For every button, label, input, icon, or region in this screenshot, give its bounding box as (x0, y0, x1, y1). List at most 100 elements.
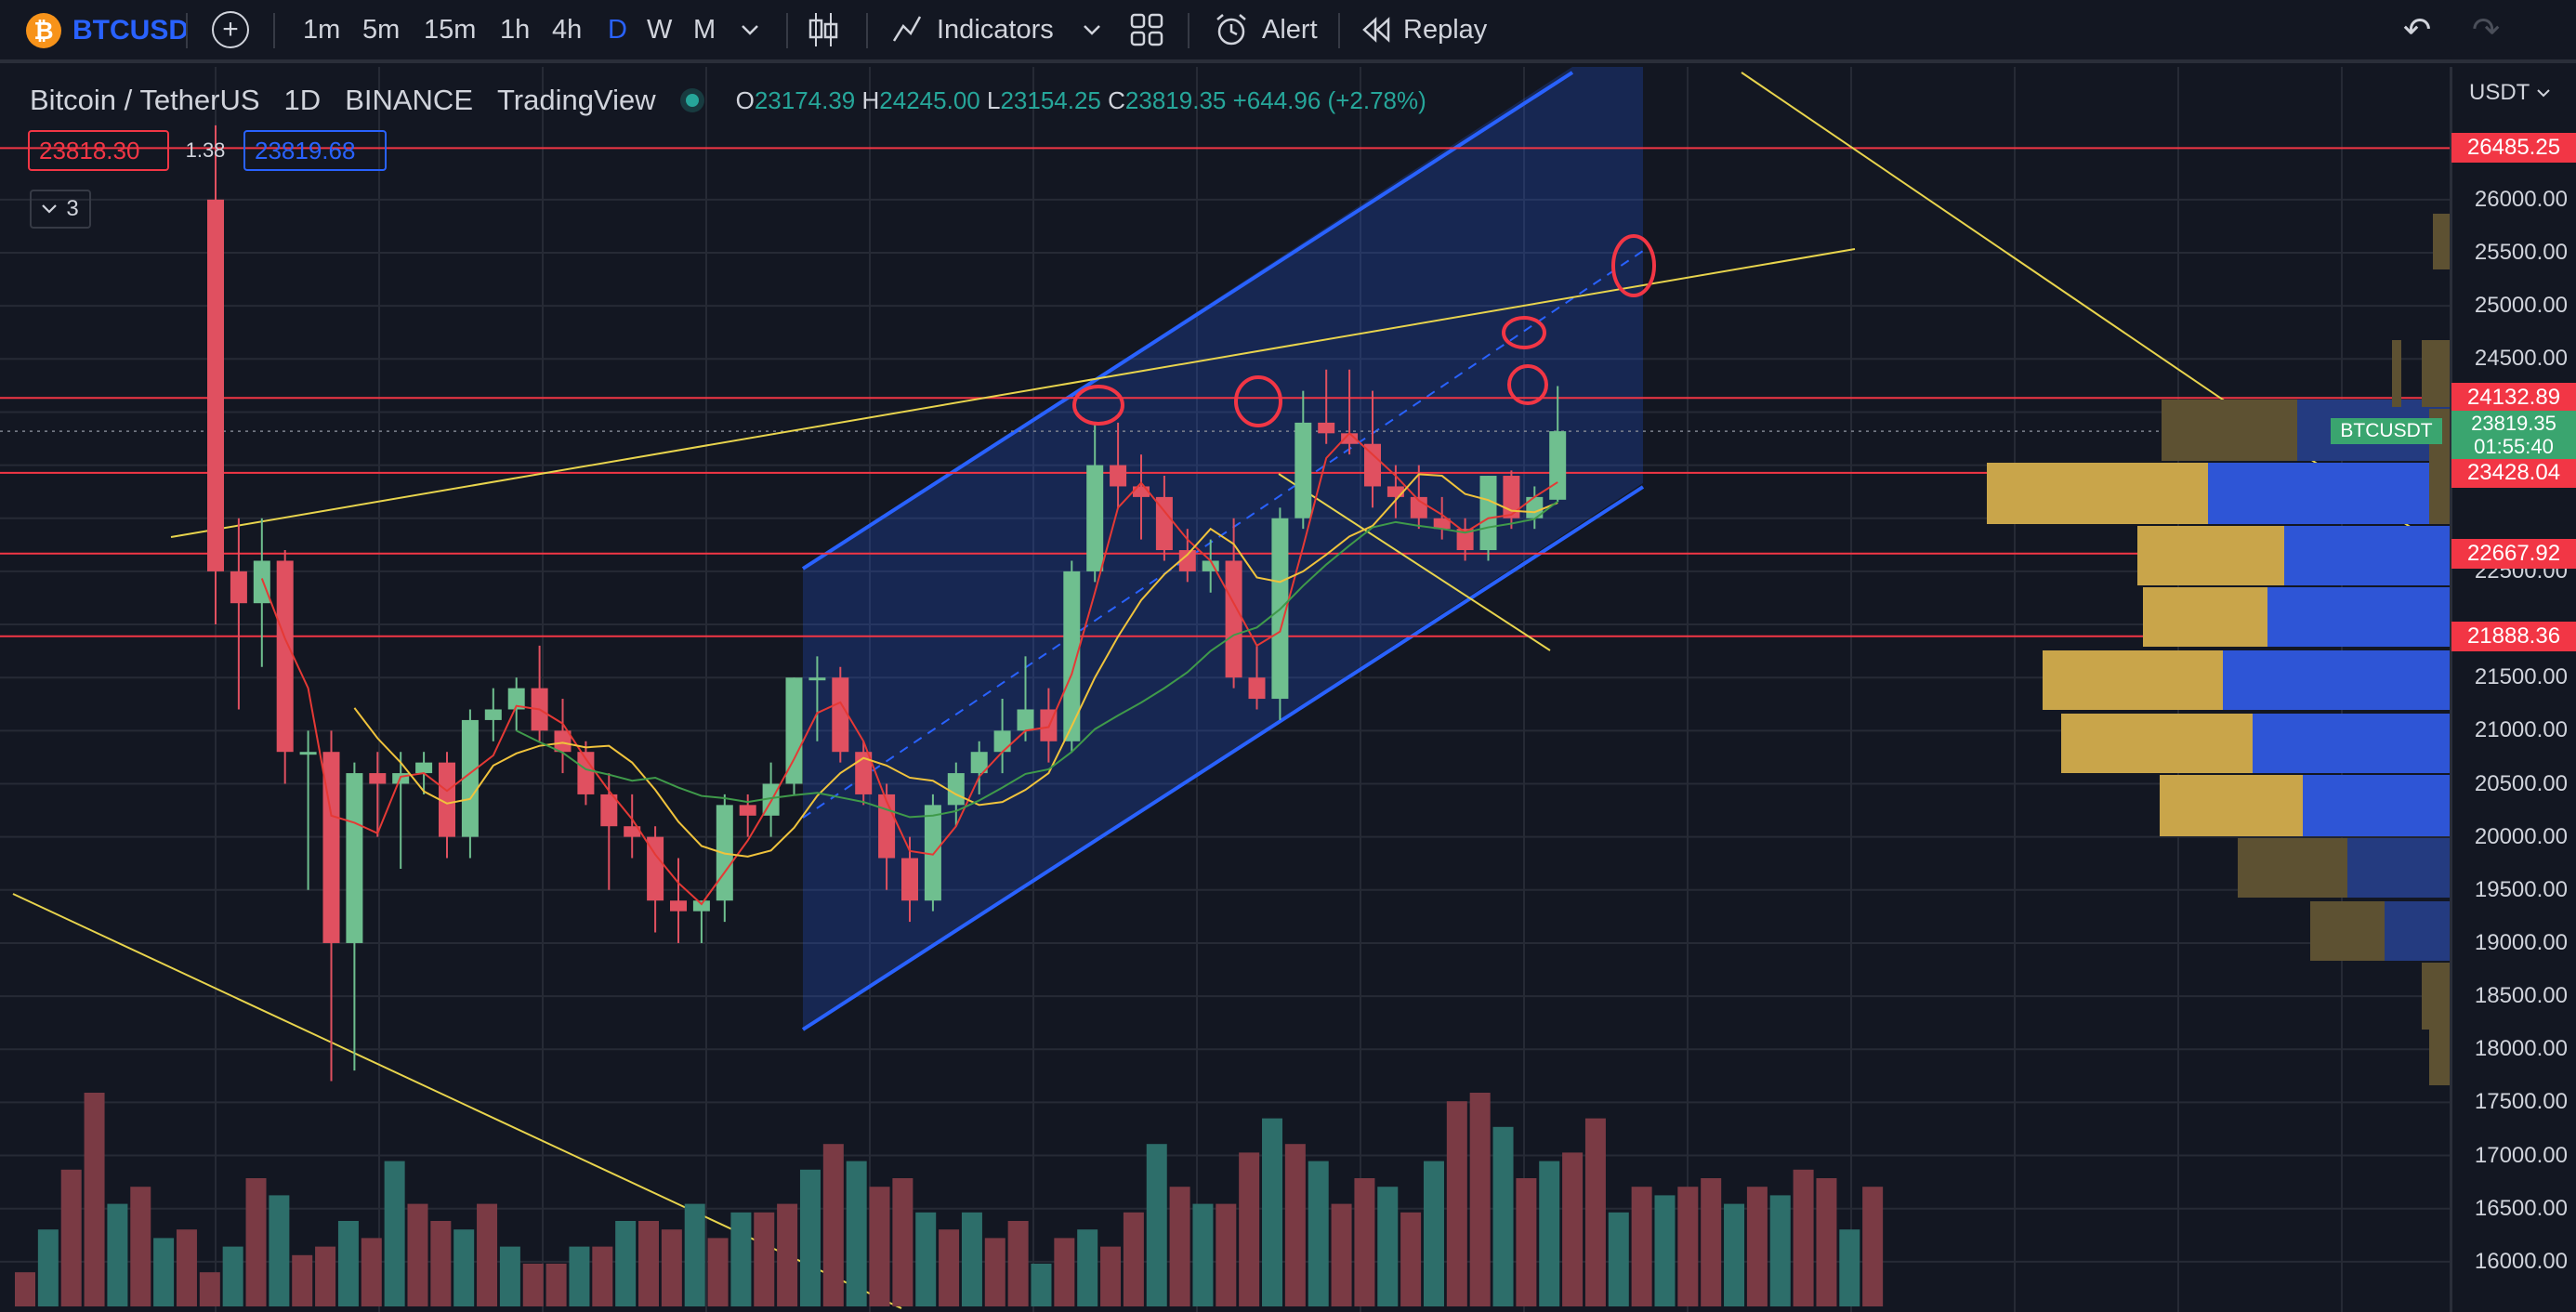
volume-bar (245, 1178, 267, 1306)
candle-body (901, 858, 918, 901)
interval-w[interactable]: W (647, 14, 673, 45)
divider (1188, 13, 1189, 48)
level-price-tag: 26485.25 (2451, 133, 2576, 164)
legend-high: 24245.00 (879, 85, 980, 114)
candle-body (1178, 550, 1196, 571)
volume-bar (915, 1212, 937, 1306)
candle-body (276, 560, 294, 753)
interval-d[interactable]: D (608, 14, 627, 45)
moving-average-slow (353, 473, 1558, 858)
layouts-button[interactable] (1130, 0, 1163, 59)
volume-profile-bar (2422, 340, 2450, 407)
volume-bar (1469, 1093, 1491, 1306)
interval-1h[interactable]: 1h (500, 14, 531, 45)
candle-body (600, 794, 618, 827)
volume-bar (684, 1203, 705, 1306)
volume-bar (1239, 1152, 1260, 1306)
price-tick: 19500.00 (2474, 876, 2568, 902)
volume-profile-bar (2385, 901, 2450, 961)
price-tick: 17000.00 (2474, 1142, 2568, 1168)
price-axis[interactable]: USDT 26000.00 25500.00 25000.00 24500.00 225… (2450, 67, 2576, 1312)
sell-price-button[interactable]: 23818.30 (28, 130, 169, 171)
symbol-search[interactable]: ₿ BTCUSD (26, 13, 189, 48)
annotation-circle (1611, 234, 1656, 297)
candle-body (230, 571, 247, 604)
volume-bar (1724, 1203, 1745, 1306)
volume-profile-bar (2433, 214, 2450, 269)
volume-bar (407, 1203, 428, 1306)
candle-body (1295, 422, 1312, 518)
volume-bar (961, 1212, 982, 1306)
level-price-tag: 21888.36 (2451, 621, 2576, 651)
volume-bar (361, 1238, 382, 1306)
candle-body (1110, 465, 1127, 487)
volume-bar (1054, 1238, 1075, 1306)
interval-dropdown[interactable] (740, 0, 760, 59)
volume-bar (499, 1246, 520, 1306)
volume-profile-bar (2162, 400, 2297, 461)
volume-bar (1400, 1212, 1422, 1306)
redo-button[interactable]: ↷ (2472, 0, 2500, 59)
collapse-indicators-button[interactable]: 3 (30, 190, 91, 229)
candle-body (299, 752, 317, 755)
candle-body (1017, 709, 1034, 731)
volume-profile-bar (2422, 963, 2450, 1030)
replay-button[interactable]: Replay (1360, 0, 1487, 59)
candle-body (439, 762, 455, 837)
interval-15m[interactable]: 15m (424, 14, 477, 45)
volume-bar (822, 1144, 844, 1306)
volume-bar (107, 1203, 128, 1306)
interval-5m[interactable]: 5m (362, 14, 401, 45)
volume-bar (707, 1238, 729, 1306)
indicators-dropdown[interactable] (1082, 0, 1102, 59)
undo-button[interactable]: ↶ (2403, 0, 2431, 59)
level-price-tag: 22667.92 (2451, 538, 2576, 569)
volume-profile-bar (2137, 526, 2284, 585)
volume-bar (269, 1195, 290, 1306)
chevron-down-icon (1084, 25, 1100, 35)
price-tick: 16000.00 (2474, 1248, 2568, 1274)
interval-1m[interactable]: 1m (303, 14, 341, 45)
volume-bar (1608, 1212, 1629, 1306)
currency-selector[interactable]: USDT (2469, 80, 2551, 106)
indicators-button[interactable]: Indicators (890, 0, 1054, 59)
divider (786, 13, 788, 48)
candle-body (947, 773, 965, 806)
alert-button[interactable]: Alert (1214, 0, 1318, 59)
volume-bar (892, 1178, 913, 1306)
candle-body (855, 752, 873, 794)
buy-price-button[interactable]: 23819.68 (243, 130, 387, 171)
annotation-circle (1502, 316, 1546, 349)
interval-m[interactable]: M (693, 14, 716, 45)
volume-bar (799, 1169, 821, 1306)
plus-circle-icon: + (212, 11, 249, 48)
volume-bar (222, 1246, 243, 1306)
chart-type-button[interactable] (807, 0, 840, 59)
volume-profile-bar (2238, 838, 2347, 898)
price-tick: 21000.00 (2474, 717, 2568, 743)
volume-bar (1169, 1187, 1190, 1306)
divider (866, 13, 868, 48)
legend-symbol-name[interactable]: Bitcoin / TetherUS (30, 84, 260, 116)
chevron-down-icon (42, 204, 58, 214)
candle-body (670, 900, 687, 912)
volume-bar (1539, 1161, 1560, 1306)
compare-symbol-button[interactable]: + (212, 0, 249, 59)
candle-body (739, 805, 756, 816)
candle-body (1248, 677, 1266, 700)
interval-4h[interactable]: 4h (552, 14, 583, 45)
spread-value: 1.38 (185, 138, 226, 162)
volume-bar (315, 1246, 336, 1306)
volume-bar (1584, 1118, 1606, 1306)
channel-mid-line (802, 250, 1644, 819)
volume-profile-bar (2303, 775, 2450, 836)
volume-profile-bar (2043, 650, 2223, 710)
volume-bar (869, 1187, 890, 1306)
moving-average-fast (260, 431, 1558, 906)
replay-label: Replay (1403, 14, 1488, 45)
candle-body (322, 752, 340, 943)
volume-bar (1839, 1229, 1860, 1306)
legend-low: 23154.25 (1000, 85, 1101, 114)
volume-profile-bar (2392, 340, 2401, 407)
price-chart[interactable] (0, 67, 2450, 1312)
